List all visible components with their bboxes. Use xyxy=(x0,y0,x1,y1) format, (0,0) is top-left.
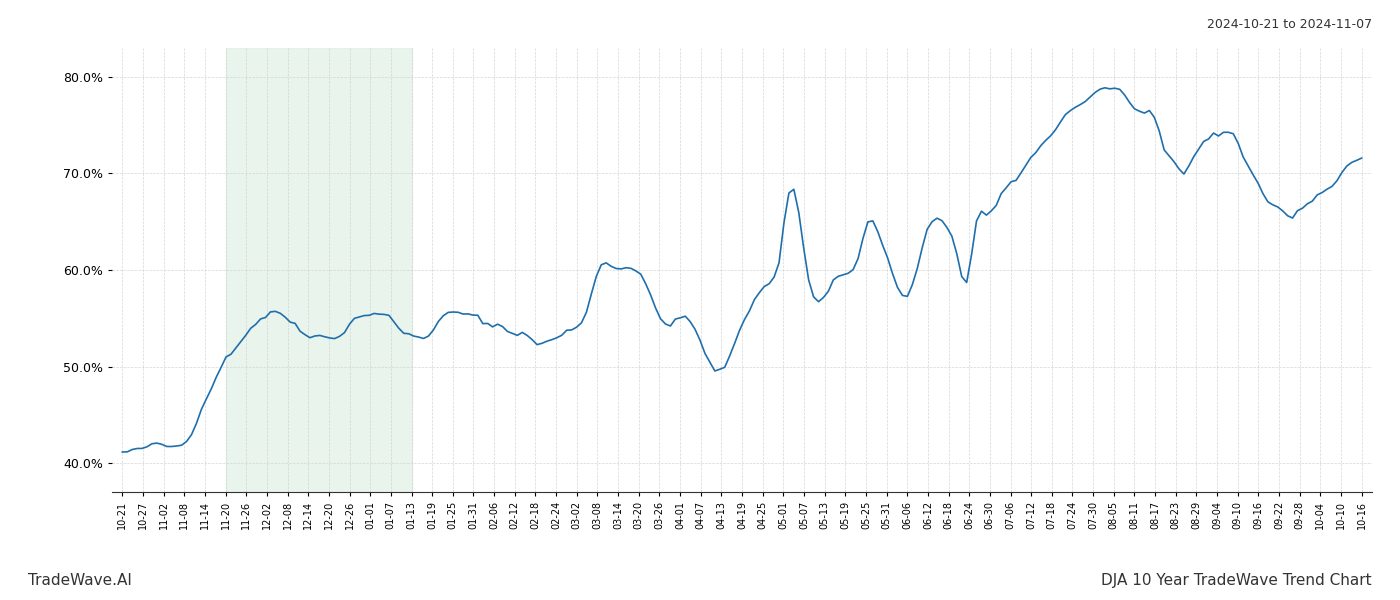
Bar xyxy=(225,48,412,492)
Text: 2024-10-21 to 2024-11-07: 2024-10-21 to 2024-11-07 xyxy=(1207,18,1372,31)
Text: DJA 10 Year TradeWave Trend Chart: DJA 10 Year TradeWave Trend Chart xyxy=(1102,573,1372,588)
Text: TradeWave.AI: TradeWave.AI xyxy=(28,573,132,588)
